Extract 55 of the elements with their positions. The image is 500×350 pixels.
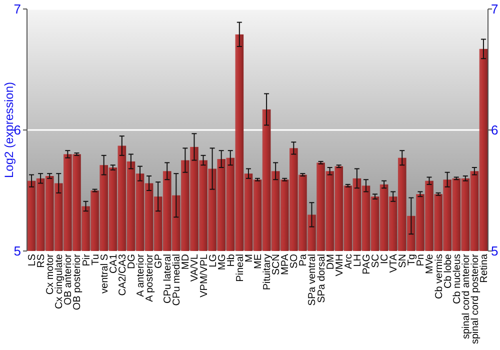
x-tick-label: CPu medial [172, 254, 183, 306]
x-tick-label: M [244, 254, 255, 262]
x-tick-label: Cb nucleus [452, 254, 463, 304]
x-tick-label: Tg [406, 254, 418, 266]
x-tick-label: RS [36, 254, 48, 268]
x-tick-label: ventral S [99, 254, 110, 294]
x-tick-label: SCN [271, 254, 282, 276]
x-tick-label: VTA [388, 254, 400, 273]
x-tick-label: Retina [478, 254, 490, 283]
x-tick-label: GP [154, 254, 165, 268]
x-tick-label: Pituitary [262, 254, 274, 290]
x-tick-label: spinal cord posterior [470, 253, 481, 344]
y-tick-label: 7 [14, 2, 21, 17]
x-tick-label: DG [126, 254, 138, 269]
x-tick-label: SO [289, 254, 300, 268]
x-tick-label: MPA [280, 254, 292, 275]
x-tick-label: Cb vermis [434, 254, 445, 300]
x-tick-label: PAG [361, 254, 372, 274]
x-tick-label: CA2/CA3 [117, 254, 128, 296]
x-tick-label: A anterior [135, 253, 146, 297]
x-tick-label: IC [380, 254, 391, 264]
y2-tick-label: 7 [491, 2, 498, 17]
y-tick-label: 5 [14, 244, 21, 259]
x-tick-label: DM [325, 254, 336, 270]
x-tick-label: CA1 [108, 254, 120, 274]
y-axis-title: Log2 (expression) [2, 82, 16, 178]
x-tick-label: VA/VL [190, 254, 201, 282]
x-tick-label: SPa dorsal [316, 254, 328, 303]
x-tick-label: SN [398, 254, 409, 268]
x-tick-label: MVe [424, 254, 436, 274]
x-tick-label: OB posterior [72, 253, 84, 310]
x-tick-label: A posterior [144, 253, 156, 302]
y-tick-label: 6 [14, 122, 21, 138]
x-tick-label: ME [253, 254, 264, 269]
x-tick-label: Pineal [234, 254, 246, 282]
y2-tick-label: 5 [491, 244, 498, 259]
x-tick-label: LH [352, 254, 364, 267]
x-tick-label: VPM/VPL [198, 254, 210, 298]
x-tick-label: VMH [334, 254, 346, 276]
x-tick-label: Tu [90, 254, 102, 266]
y2-tick-label: 6 [491, 122, 498, 138]
x-tick-label: Hb [226, 254, 237, 267]
x-tick-label: Pir [81, 253, 92, 266]
x-tick-label: SPa ventral [307, 254, 318, 306]
x-tick-label: SC [370, 254, 382, 268]
x-tick-label: OB anterior [63, 253, 74, 306]
x-tick-label: Cb lobe [442, 254, 454, 288]
x-tick-label: Pa [298, 254, 310, 266]
x-tick-label: Cx cingulate [54, 254, 66, 310]
x-tick-label: MG [216, 254, 228, 270]
x-tick-label: LG [208, 254, 219, 268]
x-tick-label: Arc [343, 254, 354, 269]
x-tick-label: LS [27, 254, 38, 266]
x-tick-label: spinal cord anterior [460, 253, 472, 340]
x-tick-label: Pn [416, 254, 427, 266]
